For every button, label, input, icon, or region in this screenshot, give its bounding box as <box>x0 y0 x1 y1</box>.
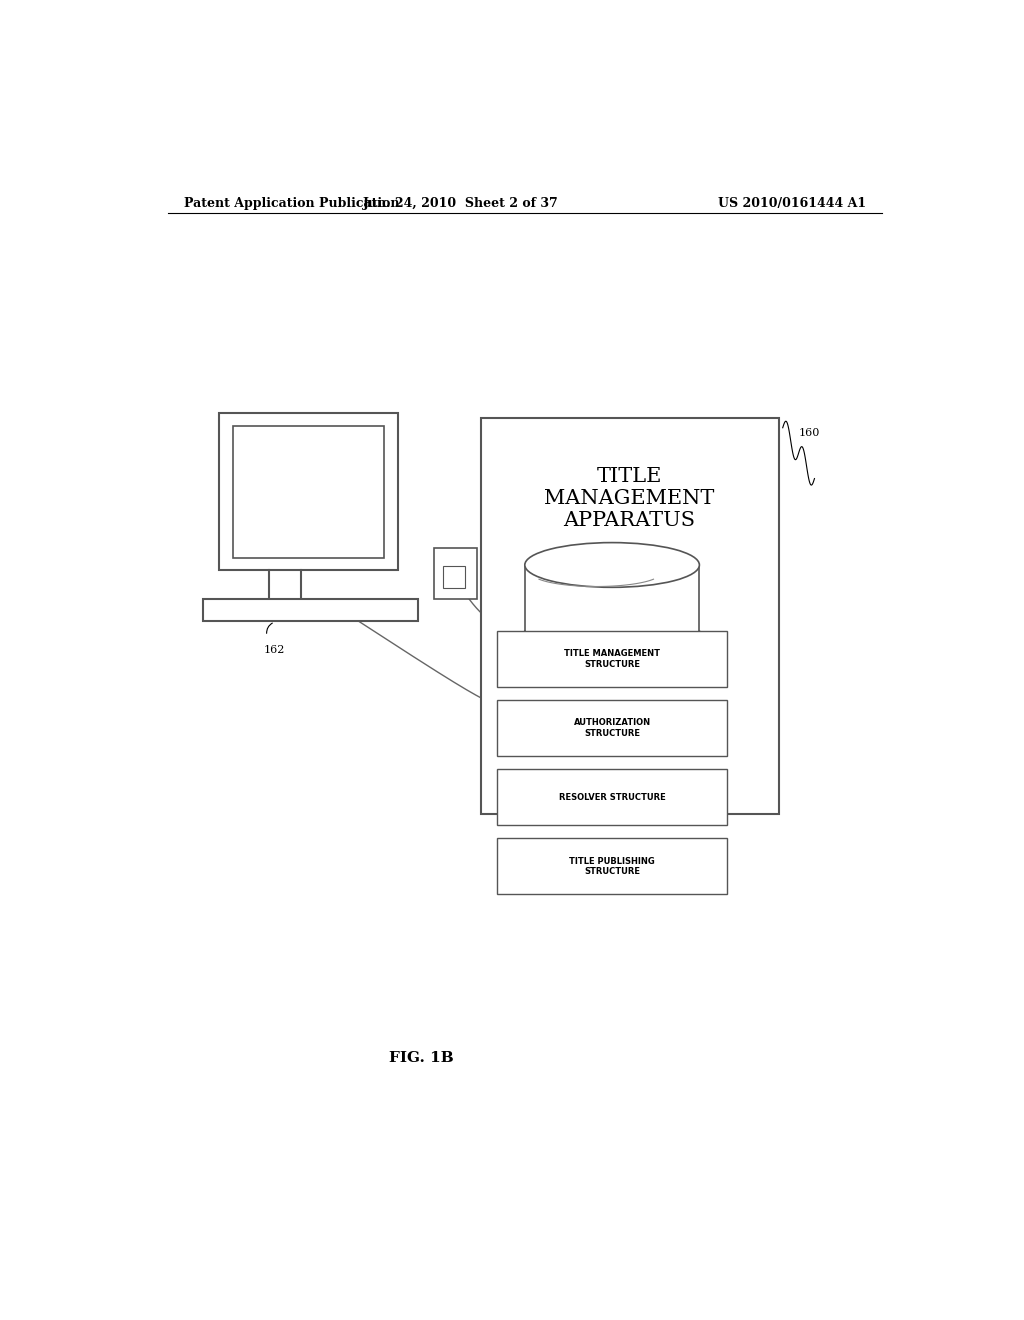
Text: TITLE MANAGEMENT
STRUCTURE: TITLE MANAGEMENT STRUCTURE <box>564 649 660 669</box>
Ellipse shape <box>524 543 699 587</box>
Text: US 2010/0161444 A1: US 2010/0161444 A1 <box>718 197 866 210</box>
FancyBboxPatch shape <box>497 838 727 894</box>
Text: RESOLVER STRUCTURE: RESOLVER STRUCTURE <box>559 793 666 801</box>
Text: TITLE
MANAGEMENT
APPARATUS: TITLE MANAGEMENT APPARATUS <box>545 467 715 531</box>
Text: FIG. 1B: FIG. 1B <box>389 1051 454 1065</box>
FancyBboxPatch shape <box>433 548 477 598</box>
FancyBboxPatch shape <box>497 770 727 825</box>
FancyBboxPatch shape <box>443 566 465 589</box>
FancyBboxPatch shape <box>232 426 384 558</box>
Text: AUTHORIZATION
STRUCTURE: AUTHORIZATION STRUCTURE <box>573 718 650 738</box>
FancyBboxPatch shape <box>481 417 779 814</box>
Text: TITLE PUBLISHING
STRUCTURE: TITLE PUBLISHING STRUCTURE <box>569 857 655 876</box>
FancyBboxPatch shape <box>219 412 397 570</box>
Text: Jun. 24, 2010  Sheet 2 of 37: Jun. 24, 2010 Sheet 2 of 37 <box>364 197 559 210</box>
Text: 162: 162 <box>264 645 286 655</box>
FancyBboxPatch shape <box>497 700 727 756</box>
Text: 160: 160 <box>799 428 820 438</box>
FancyBboxPatch shape <box>497 631 727 686</box>
Text: Patent Application Publication: Patent Application Publication <box>183 197 399 210</box>
FancyBboxPatch shape <box>204 598 418 620</box>
